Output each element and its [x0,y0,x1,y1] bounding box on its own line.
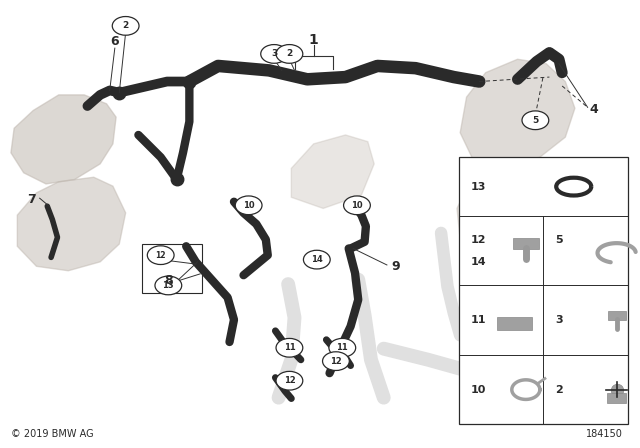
Polygon shape [457,162,549,253]
Text: 12: 12 [330,357,342,366]
Text: 2: 2 [122,22,129,30]
Text: 10: 10 [470,385,486,395]
FancyBboxPatch shape [497,317,532,330]
Circle shape [155,276,182,295]
Text: 10: 10 [351,201,363,210]
Circle shape [329,338,356,357]
Polygon shape [460,59,575,166]
Text: 13: 13 [470,181,486,192]
Text: 11: 11 [337,343,348,352]
Text: 12: 12 [470,235,486,245]
Circle shape [276,338,303,357]
Circle shape [276,371,303,390]
FancyBboxPatch shape [608,311,625,320]
Text: 12: 12 [156,251,166,260]
Text: 10: 10 [243,201,255,210]
Text: 1: 1 [308,33,319,47]
Polygon shape [11,95,116,184]
Circle shape [323,352,349,370]
Polygon shape [17,177,125,271]
Circle shape [303,250,330,269]
Circle shape [276,44,303,63]
Text: 5: 5 [532,116,538,125]
Text: 2: 2 [555,385,563,395]
FancyBboxPatch shape [513,238,539,250]
Circle shape [522,111,548,129]
Text: 3: 3 [555,315,563,325]
Circle shape [112,17,139,35]
Text: 14: 14 [311,255,323,264]
Text: 14: 14 [470,257,486,267]
Text: 7: 7 [28,193,36,206]
Text: 5: 5 [555,235,563,245]
FancyBboxPatch shape [459,157,628,424]
Text: 11: 11 [284,343,295,352]
Text: 6: 6 [111,35,119,48]
Text: 11: 11 [470,315,486,325]
Circle shape [344,196,371,215]
Text: 184150: 184150 [586,429,623,439]
Text: 9: 9 [391,260,399,273]
Text: © 2019 BMW AG: © 2019 BMW AG [11,429,93,439]
Polygon shape [291,135,374,208]
Circle shape [147,246,174,264]
Text: 4: 4 [589,103,598,116]
Text: 13: 13 [163,281,174,290]
Circle shape [260,44,287,63]
Text: 3: 3 [271,49,277,58]
Text: 12: 12 [284,376,295,385]
Text: 2: 2 [286,49,292,58]
Text: 8: 8 [164,275,173,288]
Circle shape [236,196,262,215]
FancyBboxPatch shape [607,393,626,403]
